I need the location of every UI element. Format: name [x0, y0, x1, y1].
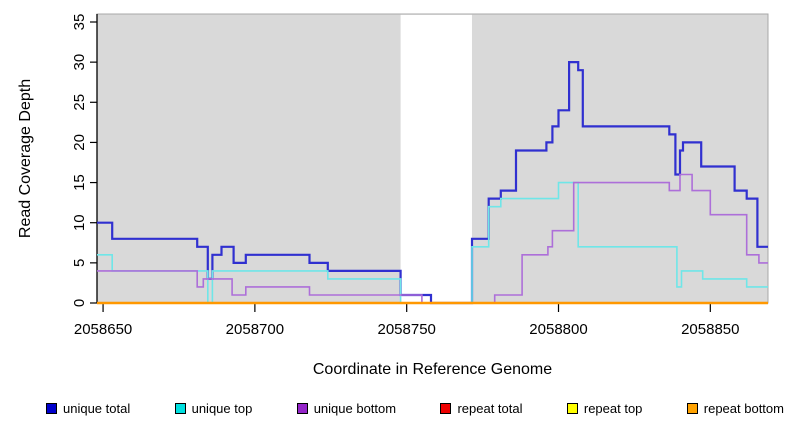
legend-swatch-icon — [440, 402, 452, 414]
y-tick-label: 10 — [71, 214, 88, 231]
y-tick-label: 15 — [71, 174, 88, 191]
legend-swatch-icon — [296, 402, 308, 414]
coverage-gap-band — [400, 14, 472, 304]
legend-swatch-icon — [46, 402, 57, 414]
x-tick-label: 2058850 — [681, 321, 739, 338]
y-tick-label: 25 — [71, 94, 88, 111]
series-unique-total — [97, 61, 768, 305]
y-tick-label: 30 — [71, 54, 88, 71]
x-tick-label: 2058700 — [226, 321, 284, 338]
legend-label: repeat bottom — [703, 400, 784, 416]
legend-label: unique bottom — [313, 400, 397, 416]
legend-label: repeat top — [583, 400, 643, 416]
legend-item-unique-total: unique total — [46, 401, 130, 416]
legend: unique total unique top unique bottom repea… — [46, 397, 784, 419]
series-unique-bottom — [97, 173, 768, 304]
legend-label: unique top — [191, 400, 253, 416]
legend-item-repeat-total: repeat total — [440, 400, 523, 416]
x-tick-label: 2058750 — [377, 321, 435, 338]
legend-label: repeat total — [457, 400, 523, 416]
legend-swatch-icon — [566, 402, 578, 414]
legend-swatch-icon — [174, 402, 186, 414]
y-axis-title: Read Coverage Depth — [17, 79, 34, 238]
legend-item-repeat-bottom: repeat bottom — [686, 400, 784, 416]
x-tick-label: 2058650 — [74, 321, 132, 338]
legend-item-unique-top: unique top — [174, 400, 253, 416]
legend-item-repeat-top: repeat top — [566, 400, 643, 416]
legend-item-unique-bottom: unique bottom — [296, 400, 397, 416]
y-tick-label: 35 — [71, 14, 88, 31]
x-axis-title: Coordinate in Reference Genome — [313, 361, 552, 378]
y-tick-label: 20 — [71, 134, 88, 151]
y-tick-label: 0 — [71, 299, 88, 307]
y-tick-label: 5 — [71, 259, 88, 267]
x-tick-label: 2058800 — [529, 321, 587, 338]
legend-swatch-icon — [686, 402, 698, 414]
legend-label: unique total — [63, 400, 131, 416]
